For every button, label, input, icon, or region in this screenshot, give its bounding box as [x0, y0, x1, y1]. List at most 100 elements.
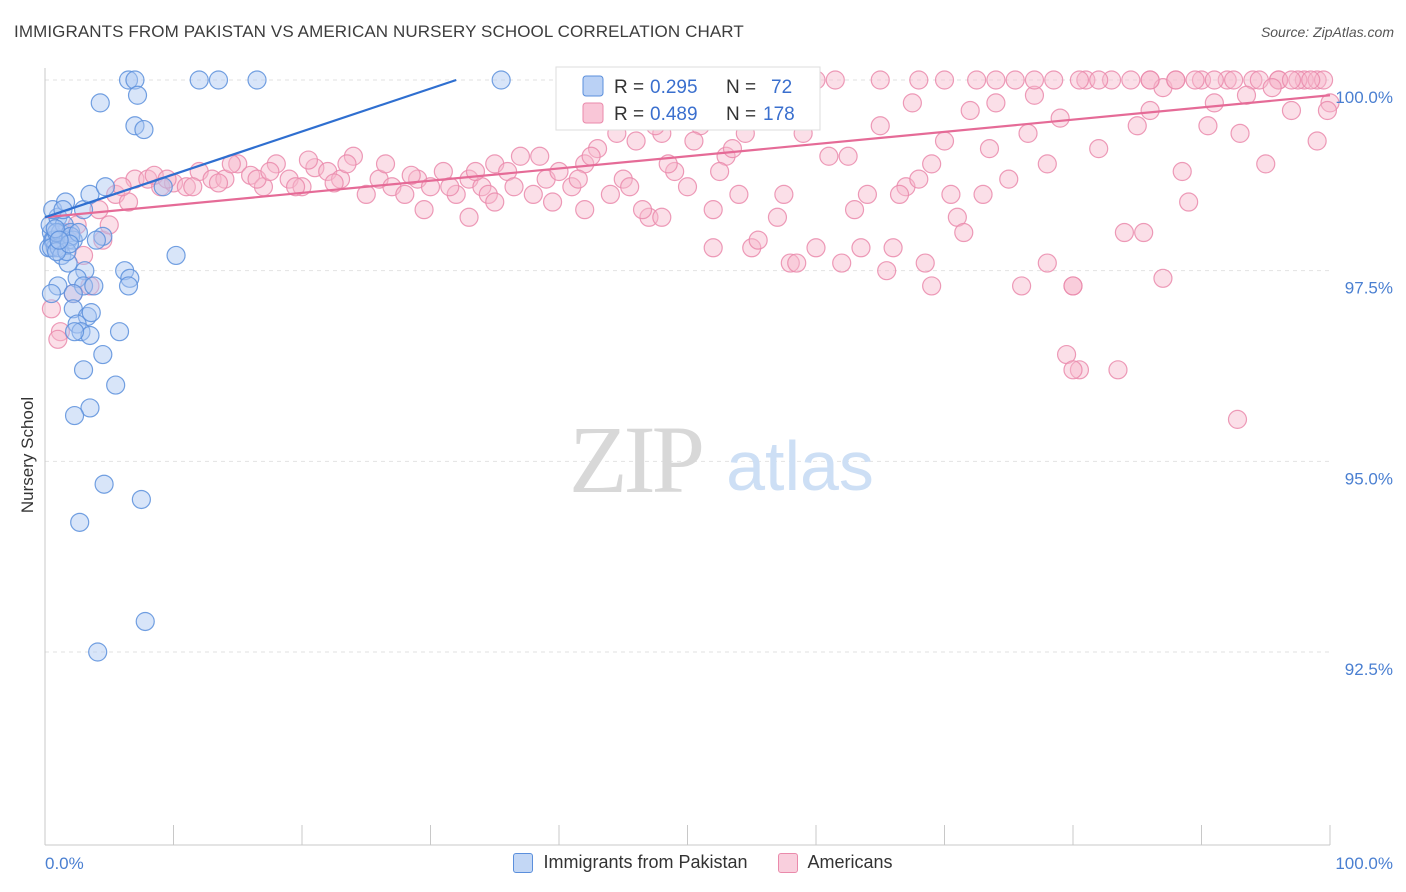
americans-point-41: [523, 184, 543, 204]
americans-point-117: [967, 70, 987, 90]
americans-point-161: [401, 165, 421, 185]
americans-point-113: [825, 70, 845, 90]
americans-point-139: [1140, 100, 1160, 121]
source-label: Source: ZipAtlas.com: [1260, 24, 1394, 40]
americans-point-63: [806, 238, 826, 258]
americans-point-155: [260, 161, 280, 182]
pakistan-point-58: [127, 85, 148, 105]
americans-point-136: [1227, 409, 1248, 429]
legend-r-value-1: 0.295: [650, 77, 698, 98]
americans-point-120: [1024, 70, 1045, 90]
pakistan-point-40: [64, 322, 85, 342]
americans-point-23: [292, 177, 312, 197]
americans-point-128: [1204, 70, 1224, 90]
americans-point-135: [1301, 70, 1321, 90]
pakistan-point-70: [59, 234, 80, 254]
watermark-atlas: atlas: [726, 427, 874, 505]
americans-point-192: [703, 238, 723, 258]
americans-point-185: [979, 139, 1000, 159]
legend-n-label-2: N =: [726, 104, 756, 125]
pakistan-point-21: [52, 245, 72, 266]
pakistan-point-41: [109, 322, 130, 342]
pakistan-point-44: [106, 375, 126, 395]
pakistan-point-33: [166, 245, 186, 266]
axes: [44, 68, 1331, 846]
americans-point-181: [889, 184, 910, 204]
americans-point-142: [1262, 78, 1282, 98]
americans-point-27: [343, 146, 363, 166]
americans-point-151: [183, 177, 203, 197]
americans-point-122: [1069, 70, 1090, 90]
americans-point-65: [832, 253, 852, 273]
americans-point-100: [1281, 100, 1302, 121]
americans-point-105: [1108, 360, 1128, 380]
americans-point-111: [922, 276, 942, 296]
americans-point-82: [1050, 108, 1070, 128]
x-tick-label-max: 100.0%: [1335, 854, 1393, 873]
americans-point-110: [1037, 253, 1057, 273]
americans-point-52: [665, 161, 685, 182]
americans-point-14: [176, 177, 196, 197]
americans-point-24: [305, 158, 325, 178]
americans-point-157: [298, 150, 319, 170]
americans-point-121: [1044, 70, 1064, 90]
americans-point-55: [703, 200, 723, 220]
americans-point-170: [581, 146, 601, 166]
americans-point-160: [375, 154, 396, 174]
americans-point-195: [575, 200, 595, 220]
y-tick-label-3: 92.5%: [1345, 660, 1393, 679]
pakistan-point-25: [73, 276, 94, 296]
americans-point-40: [510, 146, 531, 166]
americans-point-28: [356, 184, 376, 204]
americans-point-138: [1172, 161, 1192, 182]
legend-n-value-1: 72: [771, 77, 792, 98]
americans-point-137: [1134, 222, 1154, 243]
americans-point-92: [1179, 192, 1199, 212]
americans-point-169: [568, 169, 588, 189]
pakistan-point-63: [95, 177, 115, 197]
americans-point-189: [877, 261, 897, 281]
americans-point-58: [742, 238, 762, 258]
americans-point-196: [485, 192, 505, 212]
americans-point-0: [41, 299, 62, 319]
americans-point-123: [1089, 70, 1109, 90]
americans-point-7: [89, 200, 109, 220]
pakistan-point-49: [70, 512, 90, 532]
pakistan-point-47: [94, 474, 114, 494]
americans-point-183: [941, 184, 961, 204]
americans-point-158: [324, 173, 344, 193]
pakistan-point-46: [64, 405, 85, 426]
y-tick-label-2: 95.0%: [1345, 469, 1393, 488]
legend-item-americans[interactable]: Americans: [777, 852, 893, 873]
americans-point-194: [632, 200, 653, 220]
pakistan-point-56: [247, 70, 267, 90]
americans-point-175: [684, 131, 704, 151]
americans-point-129: [1224, 70, 1244, 90]
americans-point-85: [1089, 139, 1109, 159]
americans-point-184: [954, 222, 974, 243]
americans-point-21: [266, 154, 286, 174]
americans-point-102: [1307, 131, 1327, 151]
americans-point-60: [767, 207, 788, 227]
americans-point-187: [851, 238, 871, 258]
americans-point-103: [1320, 93, 1340, 113]
legend-item-pakistan[interactable]: Immigrants from Pakistan: [513, 852, 748, 873]
americans-point-43: [549, 161, 569, 182]
americans-point-152: [208, 173, 229, 193]
tick-labels: 100.0% 97.5% 95.0% 92.5% 0.0% 100.0%: [45, 88, 1393, 873]
bottom-legend: Immigrants from Pakistan Americans: [0, 852, 1406, 873]
legend-swatch-pakistan: [513, 852, 534, 873]
americans-point-68: [870, 116, 890, 136]
legend-r-value-2: 0.489: [650, 104, 698, 125]
pakistan-point-51: [88, 642, 108, 662]
americans-point-6: [99, 215, 119, 235]
pakistan-trendline: [44, 78, 457, 219]
americans-point-127: [1185, 70, 1205, 90]
americans-point-156: [285, 177, 306, 197]
pakistan-point-32: [118, 276, 139, 296]
americans-point-193: [652, 207, 672, 227]
trendlines: [44, 78, 1331, 219]
legend-label-pakistan: Immigrants from Pakistan: [543, 852, 748, 872]
americans-point-64: [819, 146, 839, 166]
americans-point-31: [395, 184, 415, 204]
